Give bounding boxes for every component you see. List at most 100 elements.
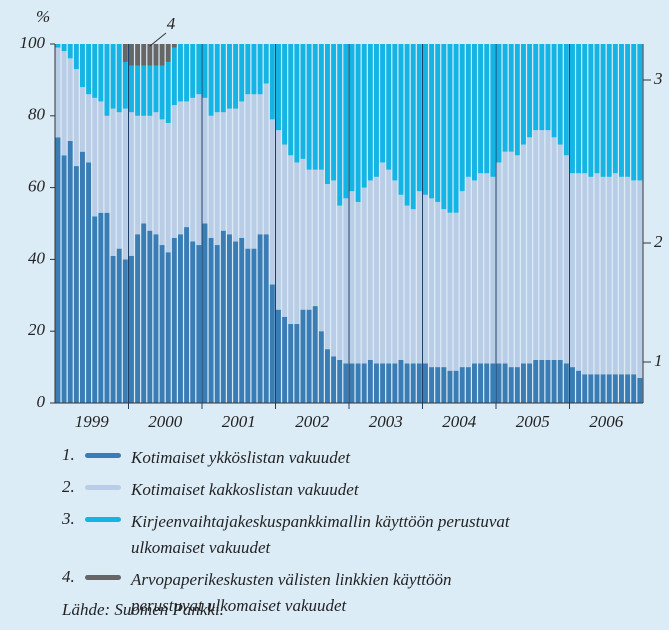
bar-segment [208,44,214,116]
bar-segment [245,248,251,403]
bar-segment [545,44,551,131]
bar-segment [220,230,226,403]
bar-segment [600,44,606,177]
bar-segment [282,44,288,145]
bar-segment [129,44,134,66]
bar-segment [67,44,73,59]
y-tick-label: 100 [20,33,46,52]
bar-segment [288,324,294,403]
bar-segment [416,363,422,403]
bar-segment [459,191,465,368]
x-tick-label: 2004 [442,412,477,431]
bar-segment [496,44,502,163]
bar-segment [92,44,98,98]
bar-segment [619,176,624,375]
legend-number: 1. [62,445,75,464]
bar-segment [478,44,484,174]
legend-swatch [85,575,121,580]
bar-segment [190,241,196,403]
bar-segment [129,112,134,256]
bar-segment [496,363,502,403]
bar-segment [637,377,643,403]
bar-segment [355,201,361,364]
bar-segment [122,259,128,403]
bar-segment [521,363,526,403]
bar-segment [435,201,441,368]
bar-segment [459,367,465,403]
bar-segment [606,374,612,403]
bar-segment [582,374,588,403]
bar-segment [129,255,134,403]
bar-segment [269,284,275,403]
bar-segment [545,359,551,403]
bar-segment [490,44,496,177]
bar-segment [625,44,631,177]
legend-swatch [85,453,121,458]
bar-segment [153,234,159,403]
x-tick-label: 2003 [369,412,403,431]
bar-segment [594,173,600,375]
bar-segment [98,44,104,102]
bar-segment [171,47,177,106]
bar-segment [190,44,196,98]
bar-segment [453,212,459,371]
bar-segment [349,363,355,403]
bar-segment [122,108,128,260]
bar-segment [220,112,226,231]
bar-segment [606,44,612,177]
bar-segment [392,180,398,364]
bar-segment [294,44,300,163]
bar-segment [165,122,171,253]
bar-segment [435,367,441,403]
bar-segment [490,363,496,403]
legend-swatch [85,517,121,522]
bar-segment [61,155,67,403]
bar-segment [484,363,490,403]
bar-segment [227,44,232,109]
bar-segment [588,176,594,375]
bar-segment [416,191,422,364]
x-tick-label: 2005 [516,412,550,431]
bar-segment [325,184,330,350]
bar-segment [135,115,141,235]
bar-segment [159,245,165,403]
bar-segment [337,205,343,360]
bar-segment [251,44,257,95]
bar-segment [104,44,110,116]
bar-segment [423,194,428,364]
bar-segment [153,112,159,235]
x-tick-label: 2001 [222,412,256,431]
bar-segment [110,255,116,403]
bar-segment [398,44,404,195]
y-axis-label: % [36,7,50,26]
bar-segment [484,173,490,364]
legend-label: Kirjeenvaihtajakeskuspankkimallin käyttö… [131,512,510,557]
annotation: 2 [654,232,663,251]
bar-segment [110,108,116,256]
bar-segment [441,209,447,368]
bar-segment [441,367,447,403]
bar-segment [86,44,92,95]
bar-segment [306,44,312,170]
x-tick-label: 1999 [75,412,110,431]
bar-segment [202,223,208,403]
bar-segment [165,44,171,62]
bar-segment [214,44,220,113]
bar-segment [80,87,85,152]
bar-segment [147,65,153,116]
bar-segment [276,309,281,403]
bar-segment [141,115,147,224]
bar-segment [392,363,398,403]
bar-segment [551,137,557,360]
bar-segment [257,94,263,235]
bar-segment [184,101,190,228]
bar-segment [508,367,514,403]
bar-segment [410,44,416,210]
bar-segment [612,173,618,375]
bar-segment [288,155,294,325]
bar-segment [472,363,477,403]
bar-segment [318,169,324,332]
bar-segment [404,205,410,364]
bar-segment [178,234,183,403]
bar-segment [165,252,171,403]
